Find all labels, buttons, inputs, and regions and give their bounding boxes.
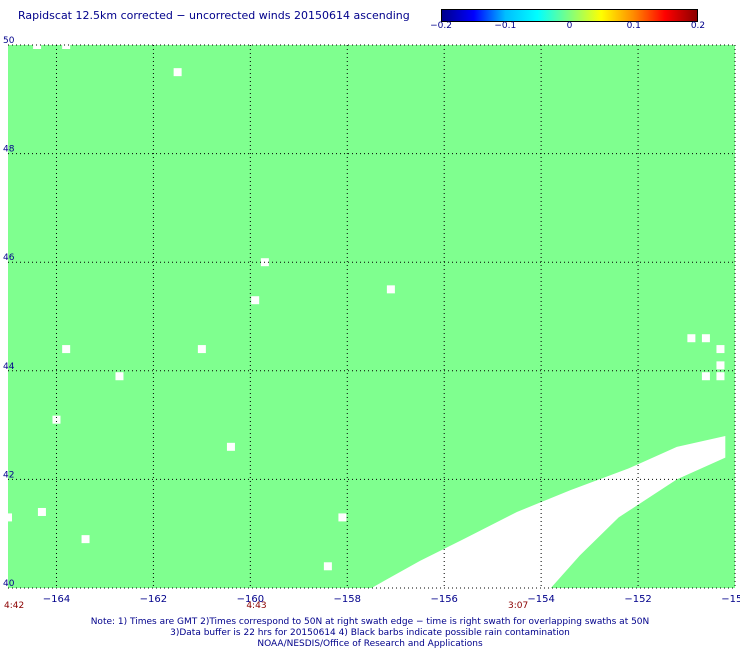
missing-data-cell (716, 372, 725, 381)
x-tick-label: −150 (721, 594, 740, 605)
swath-time-label: 3:07 (508, 601, 529, 611)
note-line-1: Note: 1) Times are GMT 2)Times correspon… (90, 617, 650, 627)
note-line-3: NOAA/NESDIS/Office of Research and Appli… (257, 639, 483, 649)
note-line-2: 3)Data buffer is 22 hrs for 20150614 4) … (170, 628, 570, 638)
x-tick-label: −154 (527, 594, 554, 605)
missing-data-cell (687, 334, 696, 343)
x-tick-label: −162 (140, 594, 167, 605)
x-tick-label: −164 (43, 594, 70, 605)
colorbar-tick-label: −0.2 (430, 21, 452, 31)
missing-data-cell (33, 41, 42, 49)
missing-data-cell (52, 415, 61, 424)
y-tick-label: 40 (3, 579, 15, 589)
x-tick-label: −160 (237, 594, 264, 605)
y-tick-label: 42 (3, 470, 14, 480)
missing-data-cell (62, 41, 71, 49)
missing-data-cell (197, 345, 206, 354)
missing-data-cell (716, 361, 725, 370)
missing-data-cell (251, 296, 260, 305)
colorbar-tick-label: 0.1 (626, 21, 641, 31)
missing-data-cell (173, 68, 182, 77)
x-tick-label: −158 (334, 594, 361, 605)
missing-data-cell (716, 345, 725, 354)
missing-data-cell (37, 507, 46, 516)
y-tick-label: 48 (3, 145, 15, 155)
missing-data-cell (323, 562, 332, 571)
colorbar-tick-label: 0 (566, 21, 573, 31)
missing-data-cell (81, 535, 90, 544)
y-tick-label: 46 (3, 253, 15, 263)
y-tick-label: 44 (3, 362, 15, 372)
swath-time-label: 4:42 (4, 601, 25, 611)
missing-data-cell (386, 285, 395, 294)
missing-data-cell (338, 513, 347, 522)
missing-data-region (371, 435, 726, 588)
missing-data-cell (701, 372, 710, 381)
y-tick-label: 50 (3, 36, 15, 46)
missing-data-cell (4, 513, 12, 522)
colorbar (441, 9, 698, 22)
chart-title: Rapidscat 12.5km corrected − uncorrected… (18, 9, 410, 22)
colorbar-tick-label: −0.1 (494, 21, 517, 31)
swath-time-label: 4:43 (246, 601, 267, 611)
x-tick-label: −152 (624, 594, 651, 605)
missing-data-cell (62, 345, 71, 354)
colorbar-tick-label: 0.2 (690, 21, 706, 31)
x-tick-label: −156 (430, 594, 457, 605)
missing-data-cell (226, 442, 235, 451)
missing-data-cell (701, 334, 710, 343)
missing-data-cell (115, 372, 124, 381)
